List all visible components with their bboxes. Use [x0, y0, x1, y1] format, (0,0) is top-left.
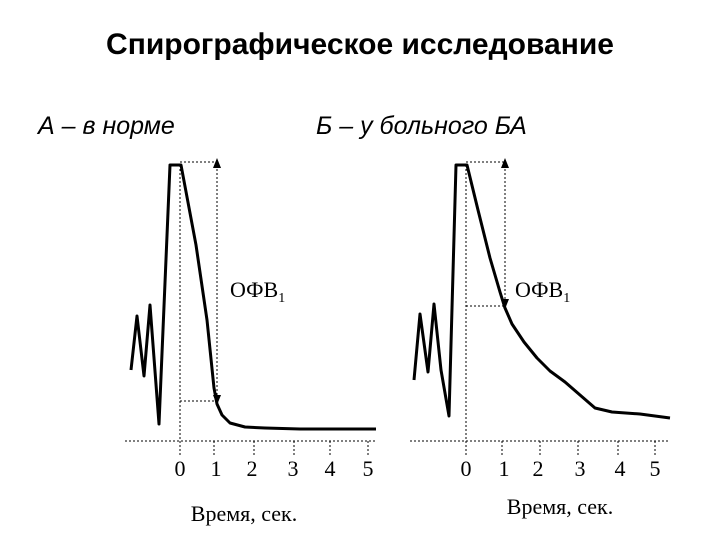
panel-b-tick-label-5: 5 [650, 456, 661, 481]
panel-a-xlabel: Время, сек. [191, 501, 297, 526]
panel-a-subtitle: А – в норме [38, 112, 175, 140]
panel-b-subtitle: Б – у больного БА [316, 112, 527, 140]
panel-b-arrow-up [501, 158, 509, 168]
panel-b-tick-label-1: 1 [499, 456, 510, 481]
panel-b-tick-label-0: 0 [461, 456, 472, 481]
panel-b-tick-label-4: 4 [615, 456, 626, 481]
panel-a-arrow-up [213, 158, 221, 168]
panel-a-tick-label-0: 0 [175, 456, 186, 481]
panel-a-arrow-down [213, 395, 221, 405]
panel-a-tick-label-2: 2 [247, 456, 258, 481]
panel-b-tick-label-2: 2 [533, 456, 544, 481]
panel-b-tick-label-3: 3 [575, 456, 586, 481]
panel-a-tick-label-3: 3 [288, 456, 299, 481]
page-title: Спирографическое исследование [106, 28, 614, 61]
panel-b-marker-label: ОФВ1 [515, 277, 570, 306]
panel-b-arrow-down [501, 299, 509, 309]
panel-b-xlabel: Время, сек. [507, 494, 613, 519]
panel-a-tick-label-5: 5 [363, 456, 374, 481]
panel-a-marker-label: ОФВ1 [230, 277, 285, 306]
panel-b: ОФВ1 0 1 2 3 4 5 Время, сек. [410, 158, 671, 519]
panel-a-tick-label-4: 4 [325, 456, 336, 481]
panel-a-spirogram-curve [129, 163, 376, 431]
panel-a: ОФВ1 0 1 2 3 4 5 Время, сек. [125, 158, 376, 526]
panel-a-tick-label-1: 1 [211, 456, 222, 481]
